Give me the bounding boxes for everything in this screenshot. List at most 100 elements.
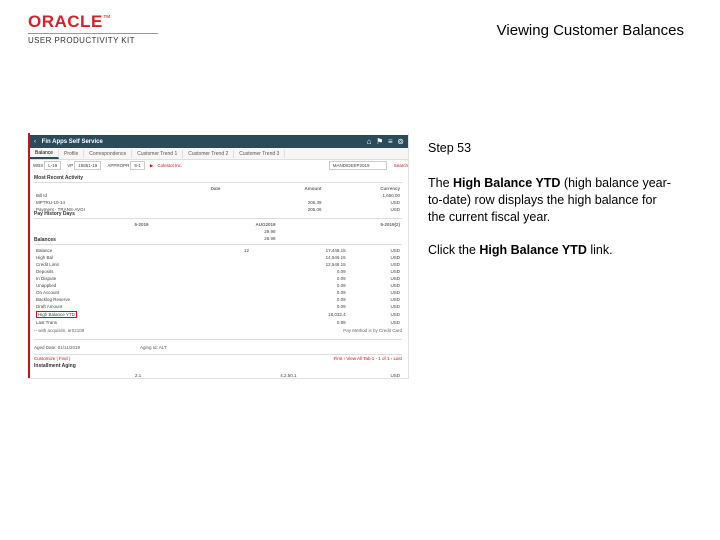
cell [215, 254, 251, 261]
cell: 18,032.4 [251, 310, 348, 319]
cell: 17,448.15 [251, 247, 348, 254]
aging-id: Aging Id: ALT [140, 345, 167, 350]
balances-footer: -- with acquisitn, ar02109 Pay Method is… [34, 328, 402, 333]
tab-trend3[interactable]: Customer Trend 3 [234, 150, 285, 158]
customer-link[interactable]: Colestol Inc. [157, 163, 182, 168]
balance-row-link[interactable]: On Account [34, 289, 215, 296]
app-title: Fin Apps Self Service [42, 139, 103, 145]
balance-row-link[interactable]: Unapplied [34, 282, 215, 289]
cell: 14,546.15 [251, 254, 348, 261]
cell: USD [348, 319, 402, 326]
table-row: MPTRU-10-14206.39USD [34, 199, 402, 206]
cell [215, 261, 251, 268]
vp-field[interactable]: 15851-19 [74, 161, 101, 170]
high-balance-ytd-link[interactable]: High Balance YTD [34, 310, 215, 319]
cell: USD [348, 275, 402, 282]
table-header-row: Date Amount Currency [34, 185, 402, 192]
search-link[interactable]: Search [394, 163, 408, 168]
header-icons: ⌂ ⚑ ≡ ⊚ [364, 137, 404, 146]
vp-label: VP [67, 163, 73, 168]
section-title: Installment Aging [34, 363, 402, 370]
section-title: Pay History Days [34, 211, 402, 219]
high-balance-ytd-highlight[interactable]: High Balance YTD [36, 311, 77, 318]
tab-correspondence[interactable]: Correspondence [84, 150, 132, 158]
cell [215, 268, 251, 275]
cell [215, 296, 251, 303]
cell: 0.09 [251, 289, 348, 296]
cell [215, 275, 251, 282]
cell [215, 303, 251, 310]
wbs-label: WBS [33, 163, 43, 168]
app-screenshot: ‹ Fin Apps Self Service ⌂ ⚑ ≡ ⊚ Balance … [28, 133, 409, 379]
cell: USD [348, 303, 402, 310]
cell: 0.09 [251, 268, 348, 275]
appropr-field[interactable]: 5-1 [130, 161, 145, 170]
signout-icon[interactable]: ⊚ [397, 137, 404, 146]
balance-row-link[interactable]: Backlog Reserve [34, 296, 215, 303]
balances-table: Balance1217,448.15USDHigh Bal14,546.15US… [34, 247, 402, 326]
cell: USD [348, 254, 402, 261]
table-row: Credit Limit12,546.15USD [34, 261, 402, 268]
balance-row-link[interactable]: Deposits [34, 268, 215, 275]
cell [215, 289, 251, 296]
balance-row-link[interactable]: Balance [34, 247, 215, 254]
flag-icon[interactable]: ⚑ [376, 137, 383, 146]
brand-logo: ORACLE™ USER PRODUCTIVITY KIT [28, 12, 158, 45]
brand-tm: ™ [103, 14, 111, 23]
filter-bar: WBS L-19 VP 15851-19 APPROPR 5-1 ▶ Coles… [30, 160, 408, 171]
installment-table: 2.1 4.2.50.1 USD [34, 372, 402, 379]
balance-row-link[interactable]: Credit Limit [34, 261, 215, 268]
cell: 0.09 [251, 275, 348, 282]
wbs-field[interactable]: L-19 [44, 161, 61, 170]
cell: USD [348, 296, 402, 303]
table-row: In Dispute 0.09USD [34, 275, 402, 282]
page: ORACLE™ USER PRODUCTIVITY KIT Viewing Cu… [0, 0, 720, 540]
brand-subtitle: USER PRODUCTIVITY KIT [28, 33, 158, 45]
table-row: High Balance YTD 18,032.4USD [34, 310, 402, 319]
balance-row-link[interactable]: Draft Amount [34, 303, 215, 310]
instruction-body: The High Balance YTD (high balance year-… [428, 175, 676, 226]
table-row: Backlog Reserve0.09USD [34, 296, 402, 303]
table-row: 2.1 4.2.50.1 USD [34, 372, 402, 379]
section-title: Most Recent Activity [34, 175, 402, 183]
app-header-bar: ‹ Fin Apps Self Service ⌂ ⚑ ≡ ⊚ [30, 135, 408, 148]
tab-bar: Balance Profile Correspondence Customer … [30, 148, 408, 160]
tab-trend1[interactable]: Customer Trend 1 [132, 150, 183, 158]
section-balances: Balances Balance1217,448.15USDHigh Bal14… [34, 237, 402, 333]
breadcrumb: ‹ Fin Apps Self Service [34, 139, 103, 145]
go-icon[interactable]: ▶ [150, 163, 153, 169]
table-row: Draft Amount0.09USD [34, 303, 402, 310]
aged-date: Aged Date: 01/11/2019 [34, 345, 80, 350]
step-label: Step 53 [428, 140, 676, 157]
table-row: Bill Id1,650.00 [34, 192, 402, 199]
table-row: On Account 0.09USD [34, 289, 402, 296]
table-row: Deposits 0.09USD [34, 268, 402, 275]
balance-row-link[interactable]: In Dispute [34, 275, 215, 282]
appropr-label: APPROPR [107, 163, 129, 168]
customize-link[interactable]: Customize | Find | [34, 356, 70, 361]
tab-balance[interactable]: Balance [30, 149, 59, 159]
cell: USD [348, 268, 402, 275]
tab-profile[interactable]: Profile [59, 150, 84, 158]
cell: USD [348, 310, 402, 319]
tab-trend2[interactable]: Customer Trend 2 [183, 150, 234, 158]
home-icon[interactable]: ⌂ [367, 137, 372, 146]
menu-icon[interactable]: ≡ [388, 137, 393, 146]
footer-left: -- with acquisitn, ar02109 [34, 328, 84, 333]
table-header-row: 5-2019 AUG2019 5-2019(2) [34, 221, 402, 228]
cell: USD [348, 282, 402, 289]
cell: USD [348, 289, 402, 296]
cell: USD [348, 261, 402, 268]
footer-right: Pay Method is by Credit Card [343, 328, 402, 333]
section-recent-activity: Most Recent Activity Date Amount Currenc… [34, 175, 402, 213]
balance-row-link[interactable]: Last Trans [34, 319, 215, 326]
brand-name: ORACLE [28, 12, 103, 32]
pager[interactable]: First ‹ View All Tab 1 - 1 of 1 › Last [334, 356, 402, 361]
cell [215, 310, 251, 319]
instruction-action: Click the High Balance YTD link. [428, 242, 676, 259]
account-field[interactable]: MANDIDEEP2019 [329, 161, 387, 170]
balance-row-link[interactable]: High Bal [34, 254, 215, 261]
table-nav-bar: Customize | Find | First ‹ View All Tab … [34, 353, 402, 363]
back-icon[interactable]: ‹ [34, 139, 36, 145]
instruction-panel: Step 53 The High Balance YTD (high balan… [428, 140, 676, 274]
